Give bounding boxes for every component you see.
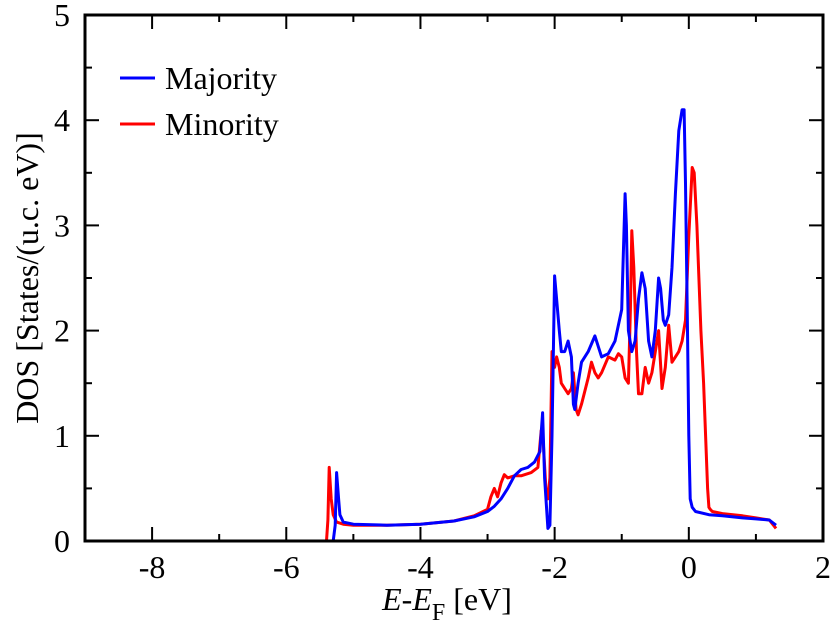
- x-tick-label: 0: [681, 549, 697, 585]
- x-axis-title: E-EF [eV]: [381, 581, 512, 626]
- x-axis-title-subscript: F: [432, 600, 445, 626]
- legend-label-minority: Minority: [165, 106, 279, 142]
- x-axis-title-unit: [eV]: [445, 581, 512, 617]
- series-line-majority: [331, 108, 777, 542]
- plot-lines: [325, 108, 778, 542]
- y-tick-label: 3: [54, 207, 70, 243]
- x-tick-label: -6: [273, 549, 300, 585]
- x-tick-label: -4: [407, 549, 434, 585]
- x-tick-label: 2: [815, 549, 830, 585]
- x-tick-label: -8: [139, 549, 166, 585]
- x-tick-label: -2: [541, 549, 568, 585]
- y-tick-label: 1: [54, 418, 70, 454]
- y-tick-label: 5: [54, 0, 70, 33]
- legend: Majority Minority: [120, 60, 279, 142]
- x-axis-title-main: E: [381, 581, 402, 617]
- x-axis-title-dash: -: [402, 581, 413, 617]
- y-tick-labels: 0 1 2 3 4 5: [54, 0, 70, 559]
- y-tick-label: 2: [54, 313, 70, 349]
- y-tick-label: 4: [54, 102, 70, 138]
- y-tick-label: 0: [54, 523, 70, 559]
- x-tick-labels: -8 -6 -4 -2 0 2: [139, 549, 830, 585]
- series-line-minority: [325, 166, 778, 542]
- legend-label-majority: Majority: [165, 60, 277, 96]
- y-axis-title: DOS [States/(u.c. eV)]: [9, 132, 45, 423]
- axis-ticks: [84, 14, 824, 542]
- x-axis-title-fermi: E: [411, 581, 432, 617]
